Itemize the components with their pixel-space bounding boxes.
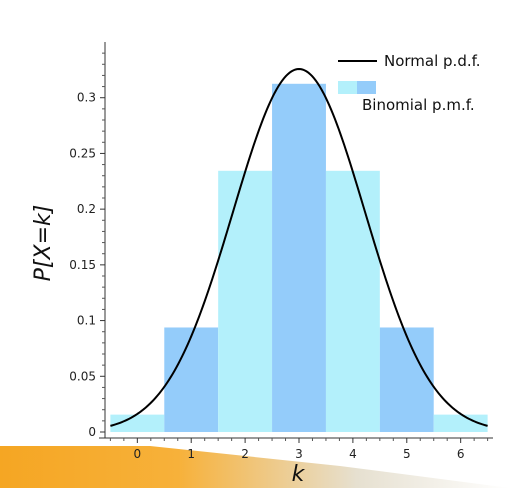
x-tick-label-4: 4 [349,447,357,461]
x-tick-label-5: 5 [403,447,411,461]
legend-binomial-swatch-dark [357,81,376,94]
bars-layer [110,83,488,433]
legend-binomial-label: Binomial p.m.f. [362,96,475,114]
y-tick-label-2: 0.1 [77,314,96,328]
y-tick-label-5: 0.25 [69,146,96,160]
bar-k-3 [272,83,326,433]
legend-binomial-swatch-light [338,81,357,94]
y-tick-label-1: 0.05 [69,369,96,383]
bar-k-6 [433,414,488,432]
y-tick-label-3: 0.15 [69,258,96,272]
bar-k-5 [379,327,434,432]
bar-k-1 [164,327,219,432]
x-axis-title: k [292,462,306,487]
x-tick-label-0: 0 [134,447,142,461]
x-tick-label-3: 3 [295,447,303,461]
legend: Normal p.d.f. Binomial p.m.f. [338,52,481,114]
x-tick-label-2: 2 [241,447,249,461]
y-tick-label-6: 0.3 [77,91,96,105]
legend-normal-label: Normal p.d.f. [384,52,481,70]
y-axis-title: P[X=k] [31,205,56,282]
y-tick-label-0: 0 [88,425,96,439]
x-tick-label-1: 1 [187,447,195,461]
normal-pdf-curve [110,68,488,427]
y-tick-label-4: 0.2 [77,202,96,216]
bar-k-0 [110,414,165,432]
ticks-layer: 0 0.05 0.1 0.15 0.2 0.25 0.3 0 1 2 3 4 5 6 [69,52,489,461]
curve-layer [110,68,488,427]
x-tick-label-6: 6 [457,447,465,461]
bar-k-2 [218,170,273,432]
bar-k-4 [325,170,380,432]
decorative-banner [0,446,510,488]
